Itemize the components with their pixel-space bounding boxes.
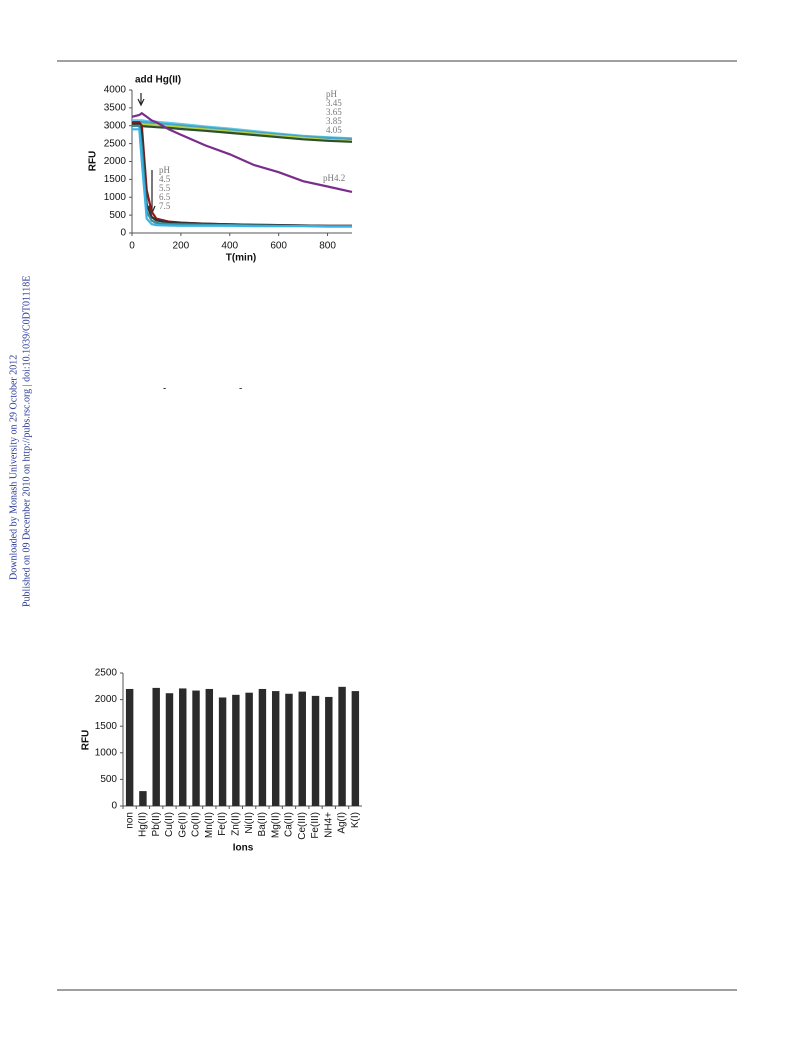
y-tick-label: 3500 (104, 103, 127, 114)
y-tick-label: 2000 (104, 156, 127, 167)
bar (218, 697, 227, 806)
add-arrow (137, 93, 145, 107)
bar (125, 688, 134, 806)
y-tick-label: 500 (109, 210, 126, 221)
bar (271, 691, 280, 806)
series-label: 4.5 (159, 174, 171, 184)
series-label: 5.5 (159, 183, 171, 193)
x-tick-label: Ce(III) (297, 812, 308, 840)
bar (311, 695, 320, 806)
series-line (132, 128, 352, 228)
bar (139, 791, 147, 806)
series-label: 3.65 (326, 107, 342, 117)
x-tick-label: Ba(II) (257, 812, 268, 836)
bar (179, 688, 187, 806)
annotation: pH (326, 89, 338, 99)
x-tick-label: Ni(II) (244, 812, 255, 834)
x-tick-label: Zn(II) (231, 812, 242, 836)
x-axis-label: T(min) (226, 253, 257, 264)
y-tick-label: 1500 (104, 174, 127, 185)
series-label: 3.85 (326, 116, 342, 126)
bar (258, 688, 267, 806)
x-tick-label: NH4+ (323, 812, 334, 838)
series-line (132, 124, 353, 143)
x-tick-label: 400 (221, 241, 238, 252)
x-tick-label: Pb(II) (151, 812, 162, 836)
y-tick-label: 0 (111, 801, 117, 812)
bar (165, 693, 174, 806)
download-note: Downloaded by Monash University on 29 Oc… (8, 355, 19, 580)
y-axis-label: RFU (88, 151, 99, 172)
x-tick-label: Cu(II) (164, 812, 175, 837)
y-tick-label: 1500 (95, 721, 118, 732)
x-tick-label: Mn(II) (204, 812, 215, 838)
annotation: pH (159, 165, 171, 175)
fragment: - (239, 384, 242, 395)
x-axis-label: Ions (233, 843, 254, 854)
y-tick-label: 2500 (104, 138, 127, 149)
series-label: 4.05 (326, 125, 342, 135)
bar (285, 693, 293, 806)
bar (245, 692, 253, 806)
series-label: pH4.2 (323, 173, 345, 183)
y-tick-label: 2000 (95, 694, 118, 705)
annotation: add Hg(II) (135, 75, 181, 86)
series-line (132, 121, 353, 141)
bar (152, 687, 160, 806)
x-tick-label: 200 (173, 241, 190, 252)
bar (351, 691, 360, 806)
x-tick-label: Co(II) (191, 812, 202, 837)
y-tick-label: 0 (120, 228, 126, 239)
x-tick-label: Ag(I) (337, 812, 348, 834)
x-tick-label: Fe(III) (310, 812, 321, 839)
x-tick-label: 800 (319, 241, 336, 252)
x-tick-label: 600 (270, 241, 287, 252)
series-line (131, 111, 353, 193)
bar (298, 691, 306, 806)
x-tick-label: Mg(II) (270, 812, 281, 838)
x-tick-label: Ca(II) (284, 812, 295, 837)
series-label: 7.5 (159, 201, 171, 211)
y-axis-label: RFU (81, 730, 92, 751)
bar (325, 696, 333, 806)
bar (338, 686, 346, 806)
y-tick-label: 1000 (104, 192, 127, 203)
y-tick-label: 3000 (104, 120, 127, 131)
x-tick-label: K(I) (350, 812, 361, 828)
bar (205, 688, 214, 806)
bar (192, 690, 200, 806)
publish-note: Published on 09 December 2010 on http://… (21, 276, 32, 607)
series-label: 6.5 (159, 192, 171, 202)
y-tick-label: 1000 (95, 747, 118, 758)
series-label: 3.45 (326, 98, 342, 108)
x-tick-label: Ge(II) (177, 812, 188, 838)
x-tick-label: 0 (129, 241, 135, 252)
series-line (132, 122, 353, 143)
y-tick-label: 2500 (95, 668, 118, 679)
bar (232, 694, 240, 806)
y-tick-label: 500 (100, 774, 117, 785)
x-tick-label: non (124, 812, 135, 829)
y-tick-label: 4000 (104, 85, 127, 96)
fragment: - (163, 384, 166, 395)
x-tick-label: Hg(II) (138, 812, 149, 837)
x-tick-label: Fe(II) (217, 812, 228, 836)
